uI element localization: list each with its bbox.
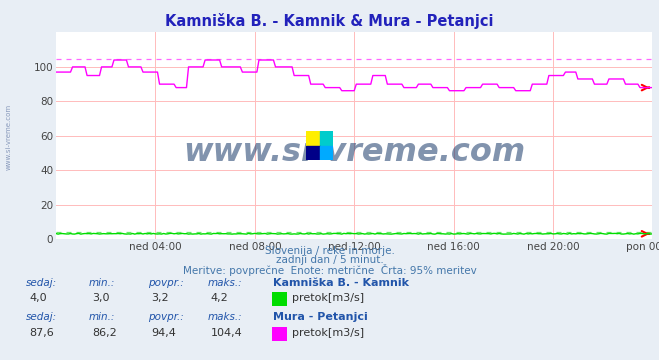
- Text: www.si-vreme.com: www.si-vreme.com: [183, 137, 525, 168]
- Text: 87,6: 87,6: [30, 328, 55, 338]
- Text: sedaj:: sedaj:: [26, 278, 57, 288]
- Text: Mura - Petanjci: Mura - Petanjci: [273, 312, 368, 323]
- Text: pretok[m3/s]: pretok[m3/s]: [292, 328, 364, 338]
- Text: min.:: min.:: [89, 312, 115, 323]
- Text: pretok[m3/s]: pretok[m3/s]: [292, 293, 364, 303]
- Text: 4,2: 4,2: [211, 293, 229, 303]
- Bar: [320, 146, 333, 160]
- Text: www.si-vreme.com: www.si-vreme.com: [5, 104, 12, 170]
- Text: maks.:: maks.:: [208, 312, 243, 323]
- Text: maks.:: maks.:: [208, 278, 243, 288]
- Text: povpr.:: povpr.:: [148, 278, 184, 288]
- Text: Slovenija / reke in morje.: Slovenija / reke in morje.: [264, 246, 395, 256]
- Bar: [320, 131, 333, 146]
- Bar: [306, 131, 320, 146]
- Text: Kamniška B. - Kamnik: Kamniška B. - Kamnik: [273, 278, 409, 288]
- Text: 86,2: 86,2: [92, 328, 117, 338]
- Text: 94,4: 94,4: [152, 328, 177, 338]
- Text: Meritve: povprečne  Enote: metrične  Črta: 95% meritev: Meritve: povprečne Enote: metrične Črta:…: [183, 264, 476, 276]
- Text: sedaj:: sedaj:: [26, 312, 57, 323]
- Text: povpr.:: povpr.:: [148, 312, 184, 323]
- Text: 3,0: 3,0: [92, 293, 110, 303]
- Text: 3,2: 3,2: [152, 293, 169, 303]
- Bar: [306, 146, 320, 160]
- Text: Kamniška B. - Kamnik & Mura - Petanjci: Kamniška B. - Kamnik & Mura - Petanjci: [165, 13, 494, 29]
- Text: min.:: min.:: [89, 278, 115, 288]
- Text: 4,0: 4,0: [30, 293, 47, 303]
- Text: 104,4: 104,4: [211, 328, 243, 338]
- Text: zadnji dan / 5 minut.: zadnji dan / 5 minut.: [275, 255, 384, 265]
